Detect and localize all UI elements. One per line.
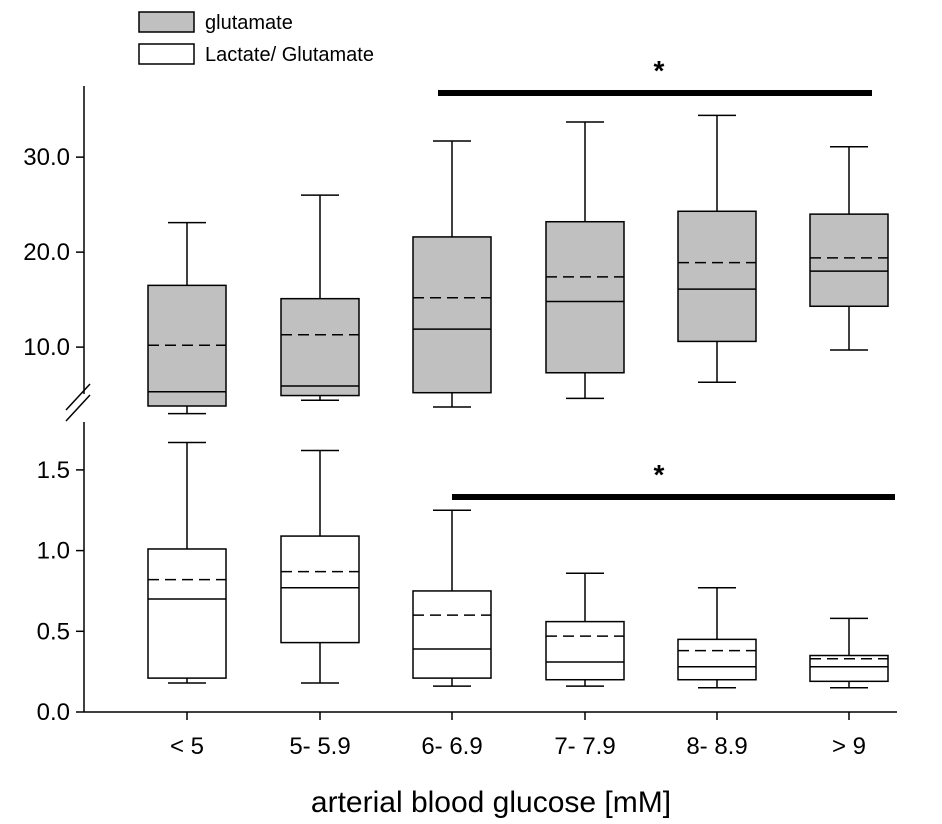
x-tick-label: 6- 6.9 [421,733,482,760]
legend-swatch-lactate-glutamate [138,43,195,65]
y-tick-label: 10.0 [23,334,70,361]
y-tick-label: 30.0 [23,144,70,171]
box-bottom-5 [809,617,889,689]
axis-break-mark [65,394,91,422]
y-tick-label: 0.5 [37,618,70,645]
x-tick-label: < 5 [170,733,204,760]
boxes [147,114,889,689]
x-tick-label: > 9 [832,733,866,760]
box-iqr [545,220,625,374]
box-top-2 [412,140,492,408]
y-tick-label: 0.0 [37,699,70,726]
y-tick-label: 1.0 [37,538,70,565]
box-bottom-1 [280,449,360,684]
x-tick-label: 8- 8.9 [686,733,747,760]
significance-star-top: * [654,55,665,86]
box-bottom-4 [677,586,757,689]
box-iqr [412,590,492,679]
box-iqr [809,213,889,308]
box-top-5 [809,145,889,351]
legend-label-lactate-glutamate: Lactate/ Glutamate [205,44,374,66]
significance-markers: ** [438,55,895,500]
x-tick-label: 7- 7.9 [554,733,615,760]
x-tick-label: 5- 5.9 [289,733,350,760]
box-iqr [412,236,492,394]
y-tick-label: 20.0 [23,239,70,266]
axis-break-mark [65,383,91,411]
box-iqr [147,548,227,679]
box-iqr [280,535,360,644]
box-bottom-3 [545,572,625,687]
box-top-4 [677,114,757,384]
legend-swatch-glutamate [138,11,195,33]
box-iqr [809,654,889,683]
box-top-3 [545,121,625,400]
box-iqr [677,210,757,343]
box-bottom-0 [147,441,227,684]
box-top-0 [147,221,227,415]
x-ticks: < 5 5- 5.9 6- 6.9 7- 7.9 8- 8.9 > 9 [170,712,866,760]
box-iqr [545,620,625,681]
y-tick-label: 1.5 [37,457,70,484]
box-bottom-2 [412,509,492,687]
box-iqr [677,638,757,681]
legend: glutamate Lactate/ Glutamate [138,11,374,66]
x-axis-title: arterial blood glucose [mM] [311,786,671,819]
box-iqr [280,297,360,397]
significance-star-bottom: * [654,459,665,490]
y-ticks: 10.0 20.0 30.0 0.0 0.5 1.0 1.5 [23,144,84,726]
legend-label-glutamate: glutamate [205,12,293,34]
box-top-1 [280,194,360,402]
